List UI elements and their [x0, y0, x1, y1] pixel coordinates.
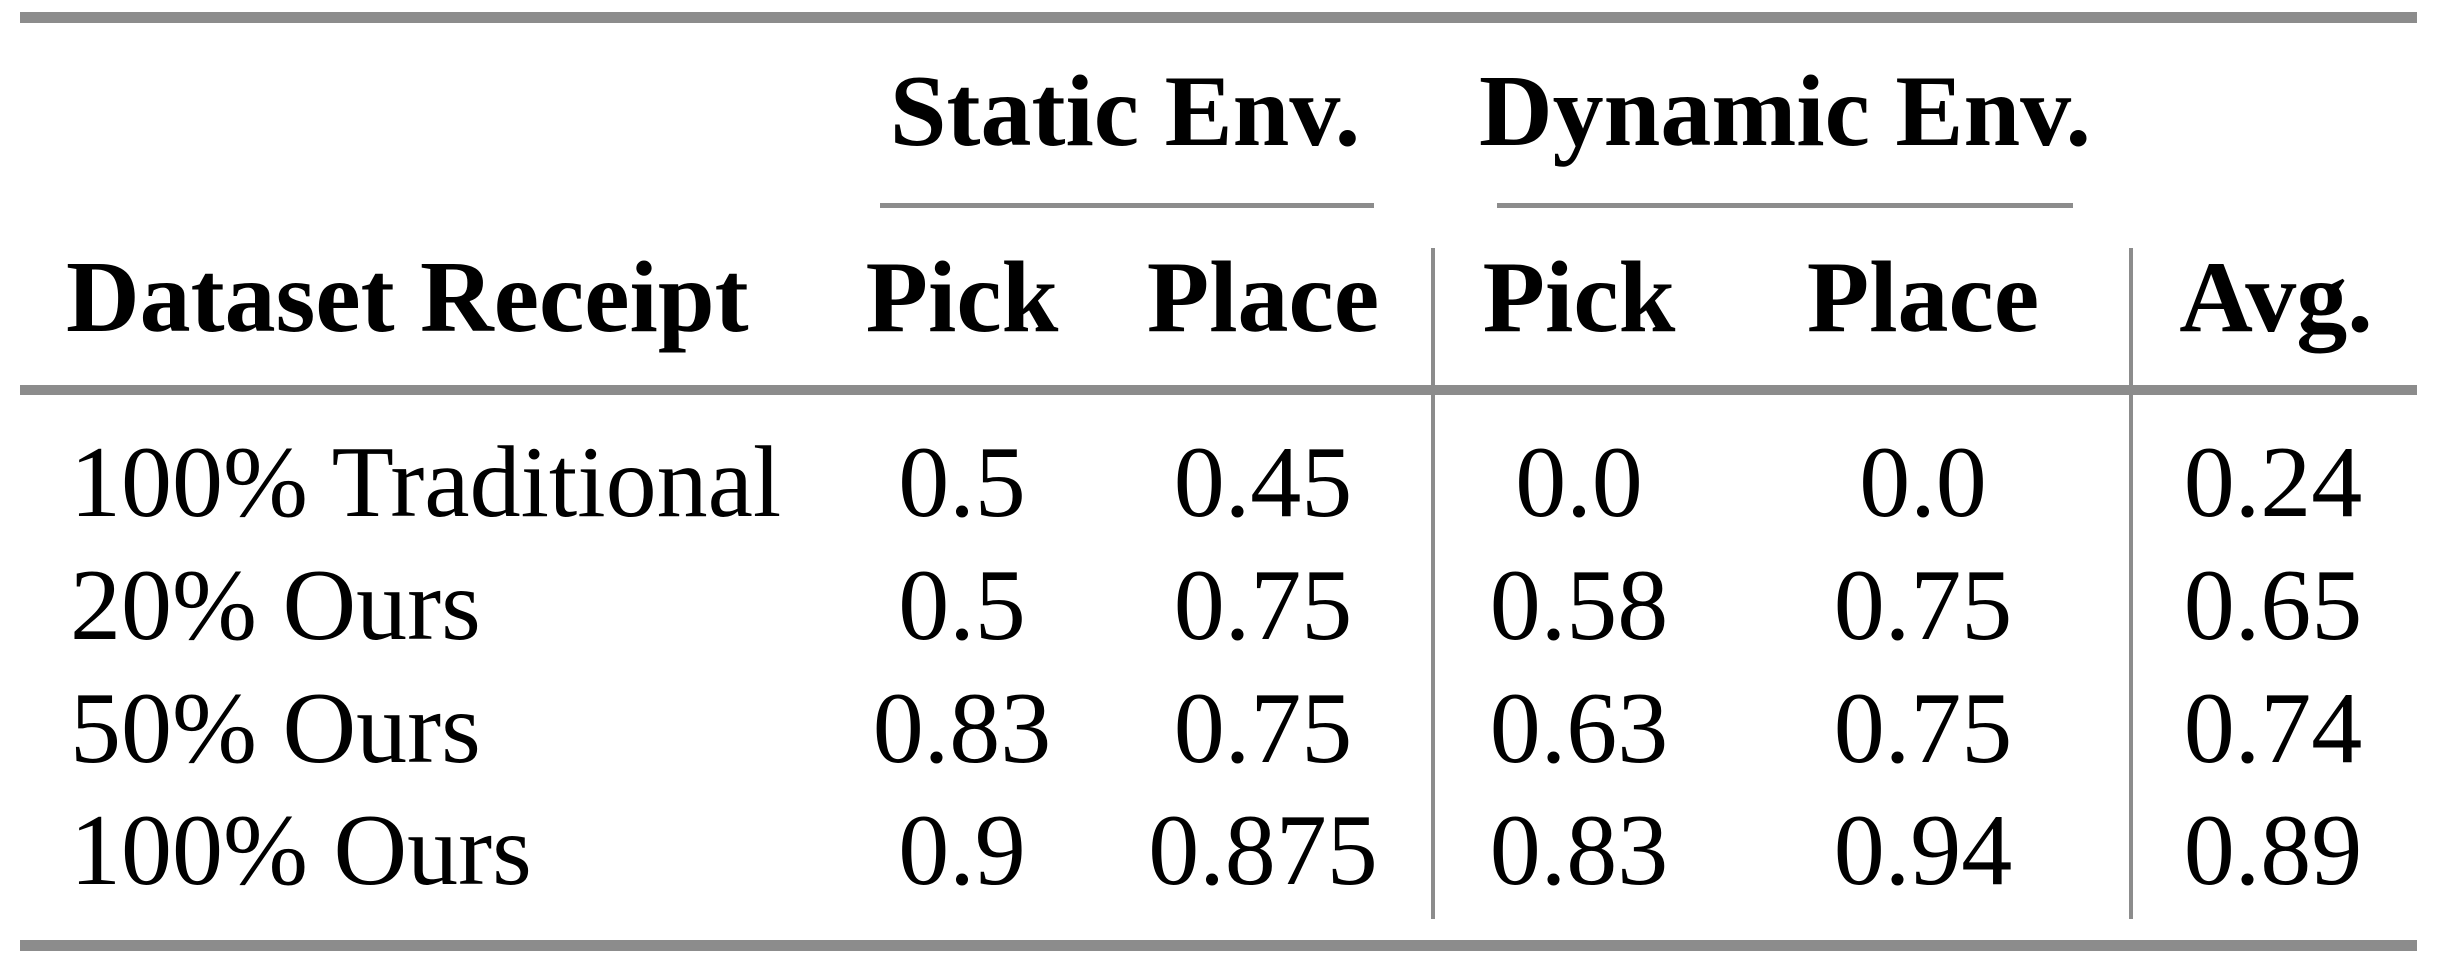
row-label: 50% Ours — [70, 672, 481, 785]
col-header-dynamic-place: Place — [1806, 241, 2040, 354]
group-header-static-env: Static Env. — [889, 55, 1361, 168]
cmidrule-static-env — [880, 203, 1374, 208]
row-label: 100% Ours — [70, 794, 532, 907]
bottom-rule — [20, 940, 2417, 951]
cell-dynamic-pick: 0.83 — [1489, 794, 1669, 907]
cell-static-place: 0.75 — [1173, 672, 1353, 785]
cell-static-pick: 0.5 — [898, 426, 1026, 539]
top-rule — [20, 12, 2417, 23]
cell-avg: 0.24 — [2183, 426, 2363, 539]
col-header-dataset-receipt: Dataset Receipt — [66, 241, 749, 354]
vline-static-dynamic-header — [1431, 248, 1435, 385]
header-mid-rule — [20, 385, 2417, 395]
cell-static-pick: 0.83 — [872, 672, 1052, 785]
col-header-static-place: Place — [1146, 241, 1380, 354]
vline-dynamic-avg-header — [2129, 248, 2133, 385]
col-header-dynamic-pick: Pick — [1482, 241, 1676, 354]
cell-avg: 0.89 — [2183, 794, 2363, 907]
row-label: 100% Traditional — [70, 426, 782, 539]
cell-dynamic-pick: 0.58 — [1489, 549, 1669, 662]
cell-dynamic-place: 0.94 — [1833, 794, 2013, 907]
cell-avg: 0.74 — [2183, 672, 2363, 785]
cell-static-pick: 0.9 — [898, 794, 1026, 907]
cell-static-pick: 0.5 — [898, 549, 1026, 662]
row-label: 20% Ours — [70, 549, 481, 662]
group-header-dynamic-env: Dynamic Env. — [1478, 55, 2092, 168]
cell-static-place: 0.875 — [1148, 794, 1378, 907]
cell-avg: 0.65 — [2183, 549, 2363, 662]
cmidrule-dynamic-env — [1497, 203, 2073, 208]
cell-dynamic-place: 0.75 — [1833, 672, 2013, 785]
cell-dynamic-place: 0.0 — [1859, 426, 1987, 539]
cell-dynamic-pick: 0.63 — [1489, 672, 1669, 785]
vline-dynamic-avg-body — [2129, 395, 2133, 919]
cell-dynamic-place: 0.75 — [1833, 549, 2013, 662]
cell-static-place: 0.75 — [1173, 549, 1353, 662]
cell-dynamic-pick: 0.0 — [1515, 426, 1643, 539]
col-header-static-pick: Pick — [865, 241, 1059, 354]
col-header-avg: Avg. — [2179, 241, 2373, 354]
cell-static-place: 0.45 — [1173, 426, 1353, 539]
vline-static-dynamic-body — [1431, 395, 1435, 919]
